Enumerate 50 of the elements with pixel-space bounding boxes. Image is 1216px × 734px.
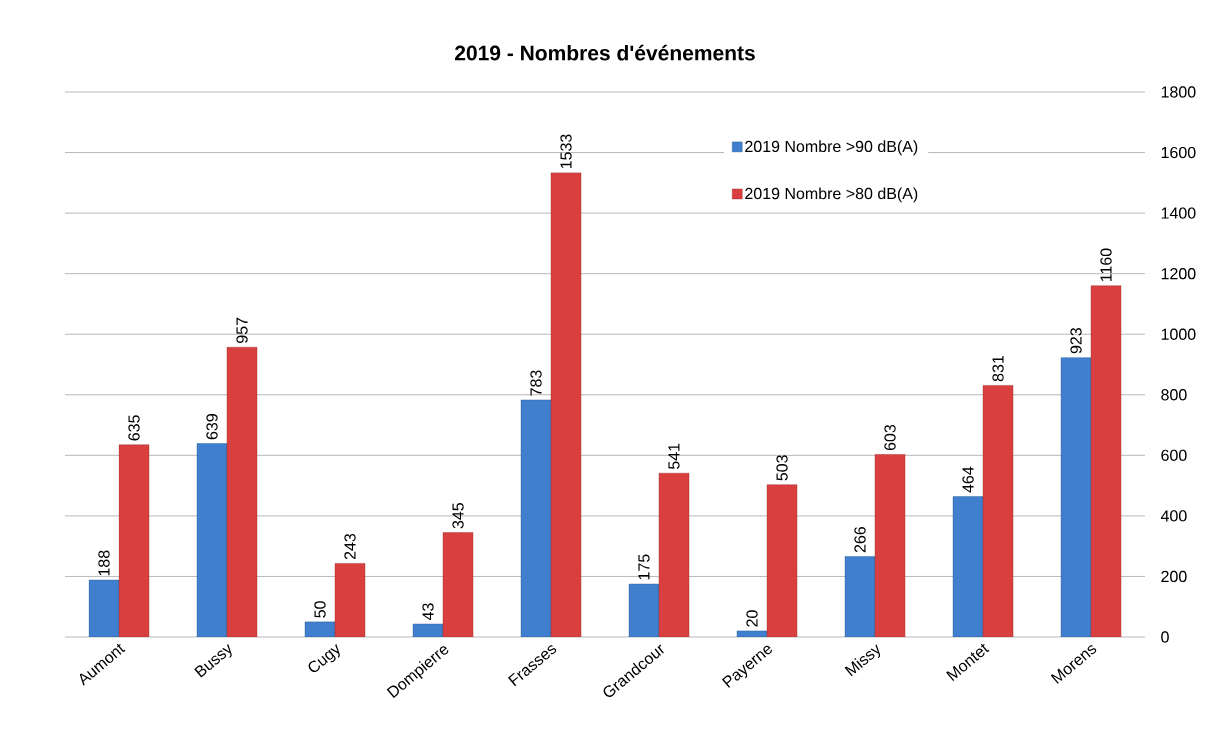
bar (658, 473, 690, 637)
data-label: 541 (668, 443, 680, 470)
data-label: 503 (776, 455, 788, 481)
data-label: 603 (884, 424, 896, 451)
data-label: 243 (344, 533, 356, 560)
chart-title: 2019 - Nombres d'événements (455, 44, 755, 61)
data-label: 50 (314, 601, 326, 618)
y-tick-label: 400 (1160, 510, 1187, 522)
bar (982, 385, 1014, 637)
y-tick-label: 0 (1161, 631, 1169, 643)
bar (550, 172, 582, 637)
data-label: 783 (530, 370, 542, 396)
bar (766, 484, 798, 637)
legend-label: 2019 Nombre >80 dB(A) (745, 187, 918, 203)
data-label: 43 (422, 603, 434, 621)
bar (442, 532, 474, 637)
data-label: 923 (1070, 328, 1082, 354)
data-label: 635 (128, 415, 140, 441)
y-tick-label: 1800 (1161, 86, 1196, 98)
legend-label: 2019 Nombre >90 dB(A) (745, 140, 918, 156)
y-tick-label: 1600 (1161, 146, 1196, 159)
bar (196, 443, 228, 637)
y-tick-label: 1000 (1161, 328, 1196, 340)
data-label: 188 (98, 550, 110, 576)
data-label: 1160 (1100, 248, 1112, 282)
data-label: 1533 (560, 134, 572, 169)
y-tick-label: 200 (1161, 570, 1187, 583)
bar (118, 444, 150, 637)
y-tick-label: 1200 (1161, 268, 1196, 280)
bar (334, 563, 366, 637)
data-label: 957 (236, 317, 248, 343)
bar (628, 583, 660, 637)
bar (1090, 285, 1122, 637)
bar (1060, 357, 1092, 637)
bar (952, 496, 984, 637)
bar (874, 454, 906, 637)
bar (844, 556, 876, 637)
y-tick-label: 1400 (1161, 207, 1196, 219)
bar (520, 399, 552, 637)
y-tick-label: 800 (1161, 389, 1187, 401)
data-label: 345 (452, 503, 464, 529)
bar (88, 579, 120, 637)
bar (226, 347, 258, 637)
data-label: 639 (206, 414, 218, 440)
data-label: 464 (962, 466, 974, 493)
data-label: 20 (746, 610, 758, 627)
data-label: 831 (992, 355, 1004, 382)
data-label: 266 (854, 526, 866, 553)
data-label: 175 (638, 554, 650, 580)
y-tick-label: 600 (1161, 449, 1187, 461)
